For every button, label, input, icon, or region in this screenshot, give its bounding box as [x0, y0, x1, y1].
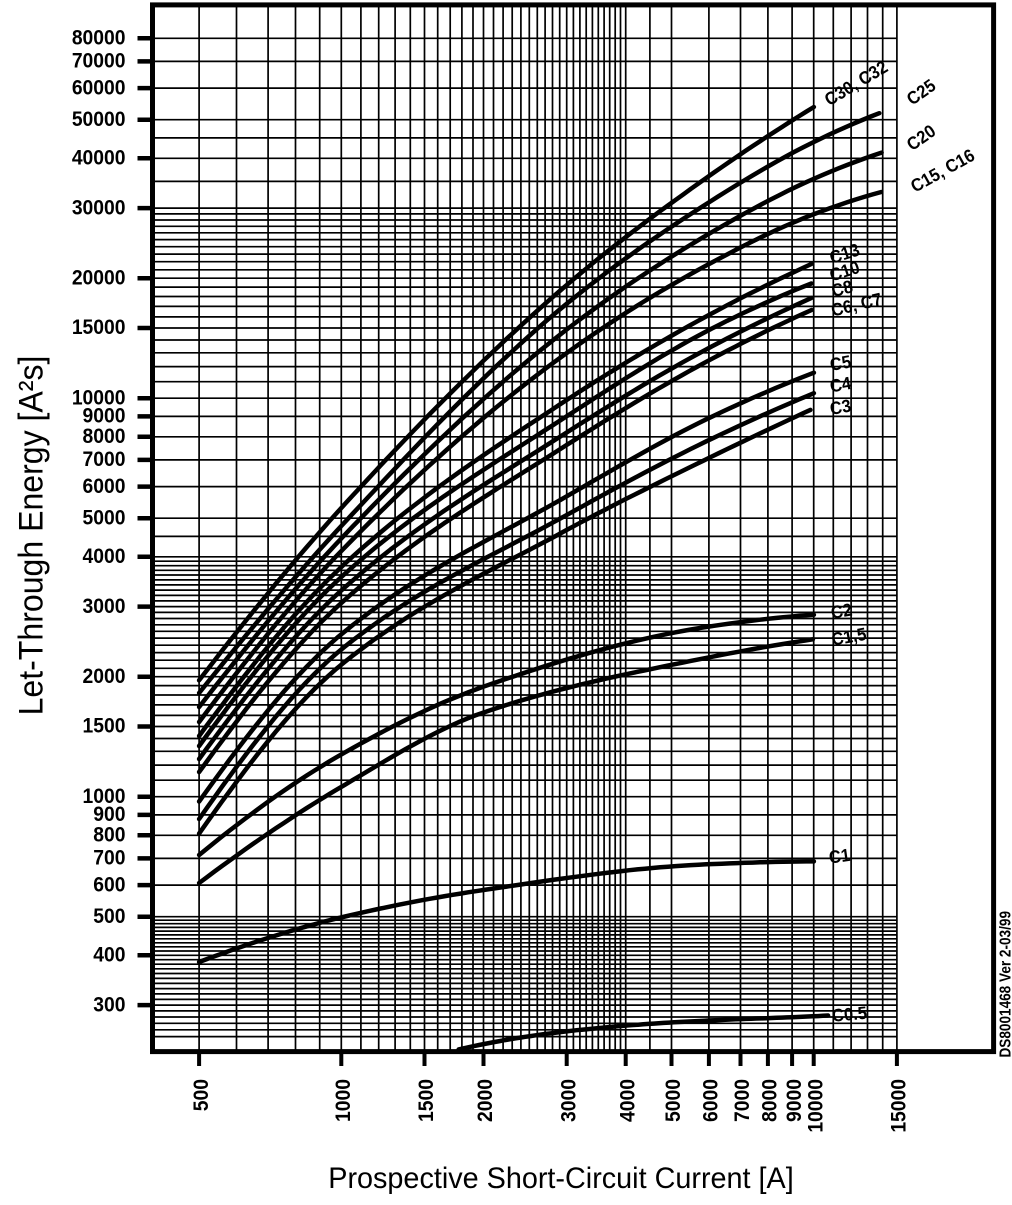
- svg-text:9000: 9000: [783, 1079, 806, 1122]
- svg-text:50000: 50000: [72, 108, 126, 131]
- svg-text:3000: 3000: [83, 595, 126, 618]
- svg-text:3000: 3000: [558, 1079, 581, 1122]
- svg-text:1500: 1500: [83, 715, 126, 738]
- svg-text:300: 300: [93, 994, 125, 1017]
- svg-text:2000: 2000: [83, 665, 126, 688]
- svg-text:600: 600: [93, 874, 125, 897]
- svg-text:C1: C1: [828, 844, 852, 868]
- svg-text:Prospective Short-Circuit Curr: Prospective Short-Circuit Current [A]: [328, 1161, 794, 1195]
- svg-text:8000: 8000: [759, 1079, 782, 1122]
- svg-text:20000: 20000: [72, 267, 126, 290]
- svg-text:C0.5: C0.5: [831, 1002, 868, 1026]
- svg-text:30000: 30000: [72, 197, 126, 220]
- svg-text:400: 400: [93, 944, 125, 967]
- svg-text:7000: 7000: [83, 448, 126, 471]
- svg-text:6000: 6000: [700, 1079, 723, 1122]
- svg-text:80000: 80000: [72, 27, 126, 50]
- svg-text:5000: 5000: [663, 1079, 686, 1122]
- svg-text:Let-Through Energy [A²s]: Let-Through Energy [A²s]: [13, 356, 51, 716]
- svg-text:6000: 6000: [83, 475, 126, 498]
- svg-text:5000: 5000: [83, 507, 126, 530]
- svg-text:8000: 8000: [83, 425, 126, 448]
- svg-text:9000: 9000: [83, 405, 126, 428]
- svg-text:4000: 4000: [617, 1079, 640, 1122]
- svg-text:C5: C5: [828, 351, 853, 375]
- svg-text:10000: 10000: [72, 387, 126, 410]
- svg-text:7000: 7000: [732, 1079, 755, 1122]
- svg-text:15000: 15000: [72, 317, 126, 340]
- svg-text:1000: 1000: [332, 1079, 355, 1122]
- svg-text:700: 700: [93, 847, 125, 870]
- svg-text:C2: C2: [829, 599, 853, 623]
- svg-text:DS8001468 Ver 2-03/99: DS8001468 Ver 2-03/99: [998, 911, 1012, 1058]
- svg-text:500: 500: [93, 905, 125, 928]
- svg-text:40000: 40000: [72, 147, 126, 170]
- svg-text:4000: 4000: [83, 545, 126, 568]
- svg-text:1500: 1500: [416, 1079, 439, 1122]
- svg-text:2000: 2000: [475, 1079, 498, 1122]
- svg-text:C4: C4: [828, 372, 853, 396]
- svg-text:500: 500: [190, 1079, 213, 1111]
- svg-text:60000: 60000: [72, 77, 126, 100]
- svg-text:1000: 1000: [83, 785, 126, 808]
- svg-text:15000: 15000: [888, 1079, 911, 1133]
- svg-text:C3: C3: [828, 395, 852, 419]
- svg-text:70000: 70000: [72, 50, 126, 73]
- svg-text:10000: 10000: [805, 1079, 828, 1133]
- svg-text:900: 900: [93, 803, 125, 826]
- svg-text:800: 800: [93, 824, 125, 847]
